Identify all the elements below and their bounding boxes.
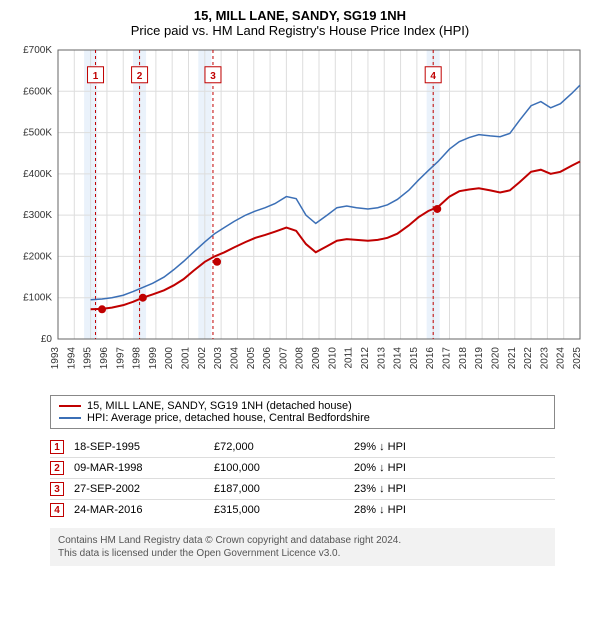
transaction-marker: 3 <box>50 482 64 496</box>
legend: 15, MILL LANE, SANDY, SG19 1NH (detached… <box>50 395 555 429</box>
x-tick-label: 1994 <box>66 347 77 370</box>
chart-marker-label: 3 <box>210 71 216 82</box>
footer-attribution: Contains HM Land Registry data © Crown c… <box>50 528 555 566</box>
x-tick-label: 2022 <box>523 347 534 370</box>
x-tick-label: 2001 <box>181 347 192 370</box>
x-tick-label: 2000 <box>164 347 175 370</box>
x-tick-label: 2016 <box>425 347 436 370</box>
transaction-delta: 28% ↓ HPI <box>354 504 555 516</box>
x-tick-label: 2018 <box>458 347 469 370</box>
x-tick-label: 2011 <box>344 347 355 369</box>
x-tick-label: 1999 <box>148 347 159 370</box>
legend-swatch-price <box>59 405 81 407</box>
x-tick-label: 2017 <box>442 347 453 370</box>
x-tick-label: 2008 <box>295 347 306 370</box>
transaction-marker: 1 <box>50 440 64 454</box>
x-tick-label: 2025 <box>572 347 583 370</box>
transaction-row: 1 18-SEP-1995 £72,000 29% ↓ HPI <box>50 437 555 457</box>
transaction-date: 24-MAR-2016 <box>74 504 204 516</box>
x-tick-label: 2015 <box>409 347 420 370</box>
x-tick-label: 2003 <box>213 347 224 370</box>
transaction-date: 09-MAR-1998 <box>74 462 204 474</box>
transaction-row: 2 09-MAR-1998 £100,000 20% ↓ HPI <box>50 457 555 478</box>
x-tick-label: 2002 <box>197 347 208 370</box>
x-tick-label: 2021 <box>507 347 518 370</box>
x-tick-label: 1997 <box>115 347 126 370</box>
x-tick-label: 2019 <box>474 347 485 370</box>
footer-line1: Contains HM Land Registry data © Crown c… <box>58 534 547 547</box>
x-tick-label: 1996 <box>99 347 110 370</box>
y-tick-label: £300K <box>23 210 52 221</box>
transactions-table: 1 18-SEP-1995 £72,000 29% ↓ HPI 2 09-MAR-1998… <box>50 437 555 520</box>
x-tick-label: 1993 <box>50 347 61 370</box>
legend-swatch-hpi <box>59 417 81 419</box>
transaction-row: 4 24-MAR-2016 £315,000 28% ↓ HPI <box>50 499 555 520</box>
x-tick-label: 2006 <box>262 347 273 370</box>
legend-label-price: 15, MILL LANE, SANDY, SG19 1NH (detached… <box>87 400 352 412</box>
transaction-row: 3 27-SEP-2002 £187,000 23% ↓ HPI <box>50 478 555 499</box>
transaction-delta: 23% ↓ HPI <box>354 483 555 495</box>
transaction-marker: 2 <box>50 461 64 475</box>
transaction-price: £187,000 <box>214 483 344 495</box>
x-tick-label: 2023 <box>539 347 550 370</box>
y-tick-label: £500K <box>23 128 52 139</box>
x-tick-label: 2010 <box>327 347 338 370</box>
transaction-delta: 29% ↓ HPI <box>354 441 555 453</box>
y-tick-label: £200K <box>23 251 52 262</box>
legend-label-hpi: HPI: Average price, detached house, Cent… <box>87 412 370 424</box>
x-tick-label: 2013 <box>376 347 387 370</box>
x-tick-label: 1995 <box>83 347 94 370</box>
transaction-delta: 20% ↓ HPI <box>354 462 555 474</box>
transaction-date: 18-SEP-1995 <box>74 441 204 453</box>
y-tick-label: £600K <box>23 86 52 97</box>
chart-subtitle: Price paid vs. HM Land Registry's House … <box>10 23 590 38</box>
x-tick-label: 2020 <box>490 347 501 370</box>
transaction-marker: 4 <box>50 503 64 517</box>
chart-marker-label: 1 <box>93 71 99 82</box>
x-tick-label: 2004 <box>229 347 240 370</box>
footer-line2: This data is licensed under the Open Gov… <box>58 547 547 560</box>
x-tick-label: 2014 <box>393 347 404 370</box>
x-tick-label: 1998 <box>132 347 143 370</box>
x-tick-label: 2005 <box>246 347 257 370</box>
y-tick-label: £0 <box>41 334 53 345</box>
y-tick-label: £100K <box>23 293 52 304</box>
y-tick-label: £400K <box>23 169 52 180</box>
x-tick-label: 2007 <box>278 347 289 370</box>
transaction-price: £100,000 <box>214 462 344 474</box>
chart-marker-label: 4 <box>430 71 436 82</box>
x-tick-label: 2024 <box>556 347 567 370</box>
transaction-price: £72,000 <box>214 441 344 453</box>
transaction-price: £315,000 <box>214 504 344 516</box>
y-tick-label: £700K <box>23 45 52 56</box>
chart-marker-label: 2 <box>137 71 143 82</box>
x-tick-label: 2009 <box>311 347 322 370</box>
x-tick-label: 2012 <box>360 347 371 370</box>
transaction-date: 27-SEP-2002 <box>74 483 204 495</box>
chart-area: £0 £100K £200K £300K £400K £500K £600K £700K 199… <box>10 44 590 389</box>
chart-title-address: 15, MILL LANE, SANDY, SG19 1NH <box>10 8 590 23</box>
